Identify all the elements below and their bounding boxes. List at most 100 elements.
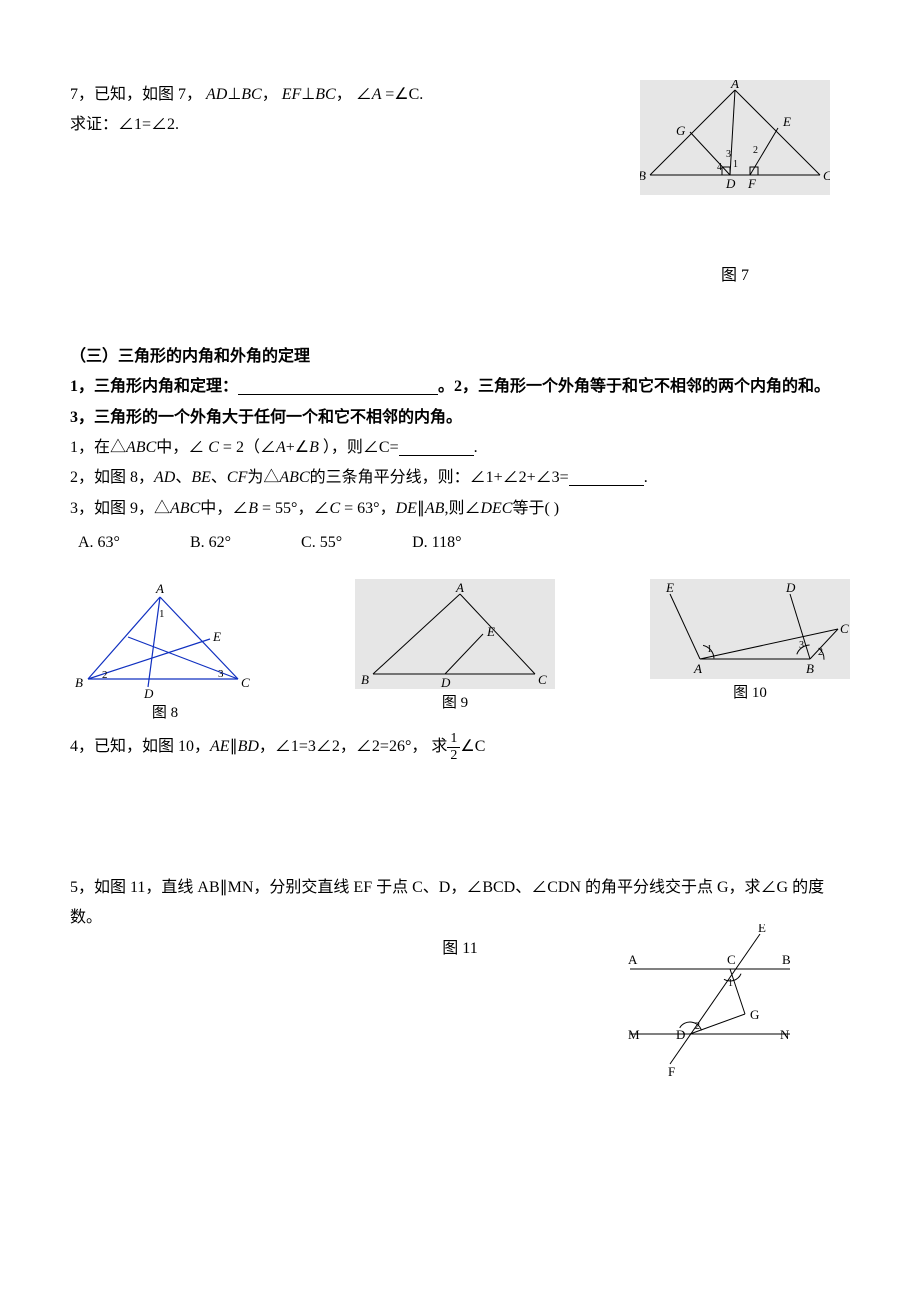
figure-11: ABCMNDEFG12 (615, 924, 810, 1079)
q7-ad: AD (206, 86, 227, 103)
e3c: = 55°，∠ (258, 500, 329, 517)
svg-text:E: E (486, 624, 495, 639)
figure-10-caption: 图 10 (733, 679, 767, 708)
svg-text:B: B (75, 675, 83, 690)
e1d: = 2（∠ (219, 439, 276, 456)
e4bd: BD (238, 732, 259, 762)
e2s1: 、 (175, 469, 191, 486)
svg-text:2: 2 (818, 647, 823, 658)
svg-text:G: G (750, 1007, 759, 1022)
svg-text:2: 2 (102, 669, 108, 681)
e4ae: AE (210, 732, 230, 762)
frac-den: 2 (447, 748, 460, 763)
svg-text:D: D (440, 675, 451, 689)
figure-8: ABCDE123 (70, 579, 260, 699)
frac-num: 1 (447, 732, 460, 748)
e1abc: ABC (126, 439, 156, 456)
q7-a: A (372, 86, 385, 103)
e1h: ），则∠C= (323, 439, 399, 456)
option-c: C. 55° (301, 528, 342, 558)
svg-text:A: A (455, 580, 464, 595)
svg-text:M: M (628, 1027, 640, 1042)
e4a: 4，已知，如图 10， (70, 732, 210, 762)
figure-9-col: ABCDE 图 9 (355, 579, 555, 728)
figure-7: ABCDFEG1243 (640, 80, 830, 195)
e1-blank (399, 440, 474, 456)
e3cc: C (329, 500, 340, 517)
theorem-line-1: 1，三角形内角和定理：。2，三角形一个外角等于和它不相邻的两个内角的和。 (70, 372, 850, 402)
th1b: 。2，三角形一个外角等于和它不相邻的两个内角的和。 (438, 378, 830, 395)
e1end: . (474, 439, 478, 456)
e1g: B (309, 439, 323, 456)
svg-text:E: E (665, 580, 674, 595)
svg-text:A: A (730, 80, 739, 91)
problem-7: 7，已知，如图 7， AD⊥BC， EF⊥BC， ∠A =∠C. 求证：∠1=∠… (70, 80, 850, 292)
e2end: . (644, 469, 648, 486)
e3abc: ABC (170, 500, 200, 517)
svg-text:E: E (212, 629, 221, 644)
e4b: ，∠1=3∠2，∠2=26°， 求 (259, 732, 447, 762)
svg-text:D: D (785, 580, 796, 595)
svg-text:A: A (628, 952, 638, 967)
e3f: 等于( ) (512, 500, 559, 517)
e2-blank (569, 470, 644, 486)
svg-text:F: F (747, 176, 757, 191)
exercise-1: 1，在△ABC中，∠ C = 2（∠A+∠B ），则∠C=. (70, 433, 850, 463)
q7-pre: 7，已知，如图 7， (70, 86, 202, 103)
q7-line1: 7，已知，如图 7， AD⊥BC， EF⊥BC， ∠A =∠C. (70, 80, 620, 110)
svg-text:B: B (361, 672, 369, 687)
q7-bc2: BC (315, 86, 335, 103)
e3b: 中，∠ (200, 500, 248, 517)
e1f: +∠ (286, 439, 309, 456)
svg-text:B: B (782, 952, 791, 967)
e3d: = 63°， (340, 500, 395, 517)
svg-text:3: 3 (726, 149, 731, 160)
svg-text:2: 2 (695, 1021, 700, 1032)
exercise-4: 4，已知，如图 10，AE∥BD，∠1=3∠2，∠2=26°， 求 12 ∠C (70, 732, 850, 763)
svg-text:F: F (668, 1064, 675, 1079)
e1a: 1，在△ (70, 439, 126, 456)
svg-text:N: N (780, 1027, 790, 1042)
svg-text:B: B (806, 661, 814, 676)
e2c: 的三条角平分线，则：∠1+∠2+∠3= (310, 469, 569, 486)
figure-7-caption: 图 7 (620, 261, 850, 291)
theorem-line-3: 3，三角形的一个外角大于任何一个和它不相邻的内角。 (70, 403, 850, 433)
e3a: 3，如图 9，△ (70, 500, 170, 517)
figure-10-col: EABDC132 图 10 (650, 579, 850, 728)
svg-text:1: 1 (159, 608, 165, 620)
q7-eq: = (385, 86, 394, 103)
option-b: B. 62° (190, 528, 231, 558)
e2cf: CF (227, 469, 247, 486)
e2b: 为△ (247, 469, 279, 486)
figure-8-col: ABCDE123 图 8 (70, 579, 260, 728)
svg-text:C: C (727, 952, 736, 967)
q7-perp2: ⊥ (301, 86, 315, 103)
e4par: ∥ (230, 732, 238, 762)
figure-7-box: ABCDFEG1243 图 7 (620, 80, 850, 292)
svg-text:D: D (725, 176, 736, 191)
svg-text:1: 1 (733, 159, 738, 170)
e3ab: AB (425, 500, 445, 517)
e1e: A (276, 439, 286, 456)
svg-text:2: 2 (753, 145, 758, 156)
figure-9-caption: 图 9 (442, 689, 468, 718)
svg-text:3: 3 (218, 668, 224, 680)
figure-10: EABDC132 (650, 579, 850, 679)
figures-row: ABCDE123 图 8 ABCDE 图 9 EABDC132 图 10 (70, 579, 850, 728)
svg-text:D: D (143, 686, 154, 699)
svg-text:1: 1 (728, 978, 733, 989)
q7-bc1: BC (241, 86, 261, 103)
th1-blank (238, 379, 438, 395)
svg-text:4: 4 (717, 162, 722, 173)
svg-text:E: E (782, 114, 791, 129)
svg-text:D: D (676, 1027, 685, 1042)
figure-11-wrap: 图 11 ABCMNDEFG12 (70, 934, 850, 964)
e3e: ,则∠ (444, 500, 480, 517)
svg-text:C: C (840, 621, 849, 636)
e3dec: DEC (480, 500, 512, 517)
option-d: D. 118° (412, 528, 461, 558)
problem-7-text: 7，已知，如图 7， AD⊥BC， EF⊥BC， ∠A =∠C. 求证：∠1=∠… (70, 80, 620, 141)
svg-text:A: A (693, 661, 702, 676)
e2abc: ABC (279, 469, 309, 486)
q7-ang: ∠ (356, 86, 372, 103)
